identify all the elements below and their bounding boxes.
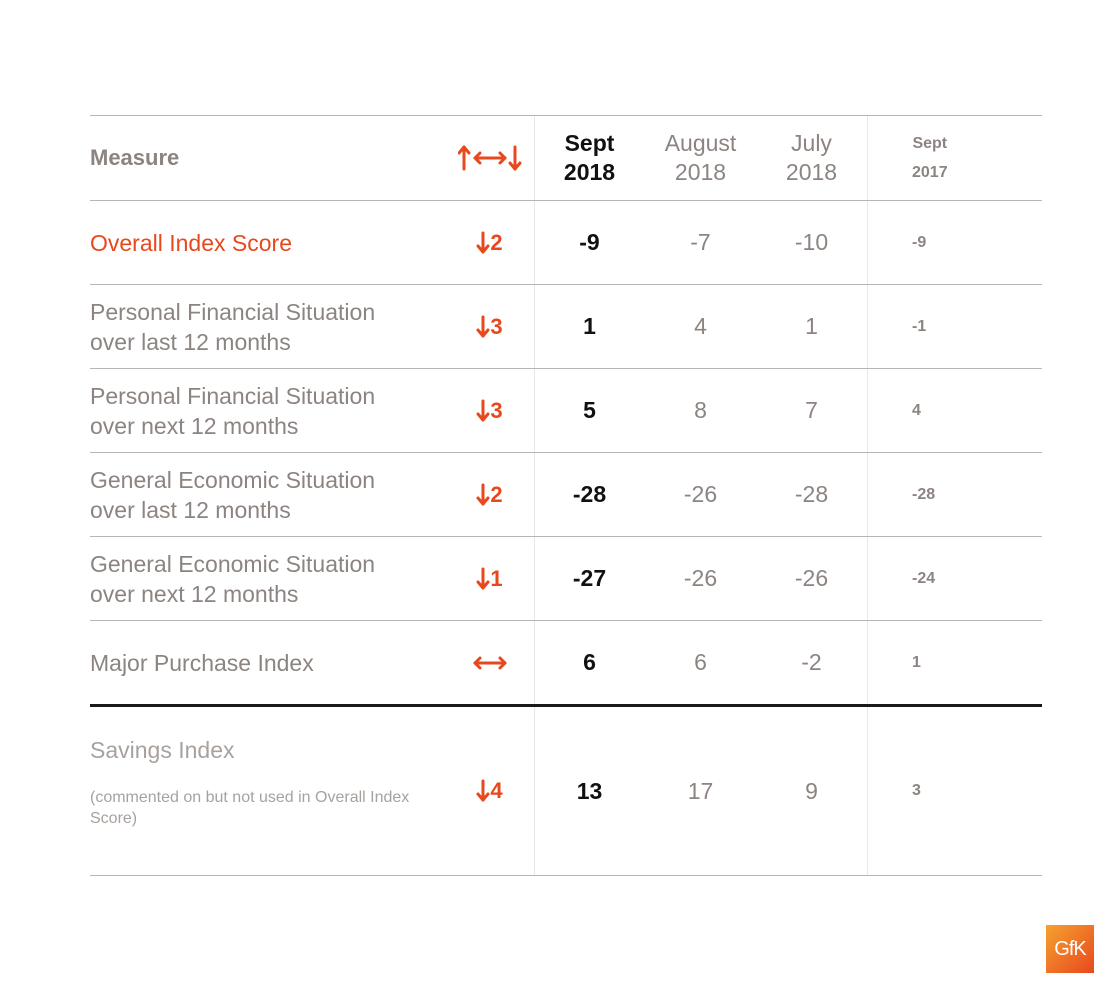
change-indicator: 2 xyxy=(445,453,534,536)
measure-header: Measure xyxy=(90,145,180,170)
value-sept-2017: 1 xyxy=(912,653,921,671)
value-sept-2018: -9 xyxy=(579,229,600,255)
down-arrow-icon xyxy=(476,779,490,802)
value-july-2018: 9 xyxy=(805,777,818,804)
measure-label: Savings Index (commented on but not used… xyxy=(90,707,445,875)
measure-label: Personal Financial Situation over next 12… xyxy=(90,382,376,439)
change-value: 3 xyxy=(490,313,503,339)
measure-label: Major Purchase Index xyxy=(90,649,314,676)
value-july-2018: 1 xyxy=(805,313,818,339)
value-july-2018: -10 xyxy=(794,229,829,255)
measure-label: Overall Index Score xyxy=(90,229,292,256)
value-sept-2017: 3 xyxy=(912,782,921,799)
column-divider xyxy=(867,116,868,876)
down-arrow-icon xyxy=(476,231,490,253)
savings-note: (commented on but not used in Overall In… xyxy=(90,789,410,827)
down-arrow-icon xyxy=(476,567,490,589)
col-header-august-2018: August 2018 xyxy=(664,130,737,185)
table-row-savings: Savings Index (commented on but not used… xyxy=(90,707,1042,876)
value-august-2018: -26 xyxy=(683,481,718,507)
value-sept-2018: -28 xyxy=(572,481,607,507)
up-down-both-arrows-icon xyxy=(445,116,534,200)
value-sept-2017: 4 xyxy=(912,401,921,419)
value-july-2018: 7 xyxy=(805,397,818,423)
value-sept-2018: 6 xyxy=(583,649,596,675)
table-row: Major Purchase Index 6 6 -2 1 xyxy=(90,621,1042,707)
change-indicator: 3 xyxy=(445,285,534,368)
change-indicator: 3 xyxy=(445,369,534,452)
col-header-july-2018: July 2018 xyxy=(785,130,838,185)
value-sept-2017: -24 xyxy=(912,569,936,587)
change-value: 4 xyxy=(490,778,503,803)
table-row: General Economic Situation over last 12 m… xyxy=(90,453,1042,537)
value-sept-2018: 1 xyxy=(583,313,596,339)
change-direction-legend-icon xyxy=(457,145,521,171)
value-august-2018: -7 xyxy=(690,229,711,255)
col-header-sept-2017: Sept 2017 xyxy=(912,135,948,181)
value-august-2018: 8 xyxy=(694,397,707,423)
table-row: Personal Financial Situation over last 12… xyxy=(90,285,1042,369)
change-value: 3 xyxy=(490,397,503,423)
value-august-2018: 6 xyxy=(694,649,707,675)
table-row: General Economic Situation over next 12 m… xyxy=(90,537,1042,621)
column-divider xyxy=(534,116,535,876)
change-indicator: 1 xyxy=(445,537,534,620)
value-sept-2017: -1 xyxy=(912,317,927,335)
gfk-logo: GfK xyxy=(1046,925,1094,973)
change-indicator: 2 xyxy=(445,201,534,284)
table-row: Personal Financial Situation over next 12… xyxy=(90,369,1042,453)
table-header-row: Measure Sept 2018 August 2018 July 2018 Sep… xyxy=(90,116,1042,201)
value-sept-2017: -9 xyxy=(912,233,927,251)
consumer-confidence-table: Measure Sept 2018 August 2018 July 2018 Sep… xyxy=(90,115,1042,876)
down-arrow-icon xyxy=(476,399,490,421)
measure-label: General Economic Situation over next 12 m… xyxy=(90,550,376,607)
change-value: 1 xyxy=(490,565,503,591)
change-value: 2 xyxy=(490,481,503,507)
value-july-2018: -26 xyxy=(794,565,829,591)
value-july-2018: -2 xyxy=(801,649,822,675)
value-sept-2018: -27 xyxy=(572,565,607,591)
value-july-2018: -28 xyxy=(794,481,829,507)
left-right-arrow-icon xyxy=(473,656,506,669)
savings-title: Savings Index xyxy=(90,737,235,763)
change-indicator: 4 xyxy=(445,707,534,875)
value-august-2018: 17 xyxy=(687,777,714,804)
col-header-sept-2018: Sept 2018 xyxy=(563,130,616,185)
value-august-2018: 4 xyxy=(694,313,707,339)
down-arrow-icon xyxy=(476,483,490,505)
measure-label: Personal Financial Situation over last 12… xyxy=(90,298,376,355)
value-august-2018: -26 xyxy=(683,565,718,591)
value-sept-2017: -28 xyxy=(912,485,936,503)
change-value: 2 xyxy=(490,229,503,255)
value-sept-2018: 13 xyxy=(576,777,603,804)
measure-label: General Economic Situation over last 12 m… xyxy=(90,466,376,523)
change-indicator xyxy=(445,621,534,704)
down-arrow-icon xyxy=(476,315,490,337)
table-row: Overall Index Score 2 -9 -7 -10 -9 xyxy=(90,201,1042,285)
value-sept-2018: 5 xyxy=(583,397,596,423)
